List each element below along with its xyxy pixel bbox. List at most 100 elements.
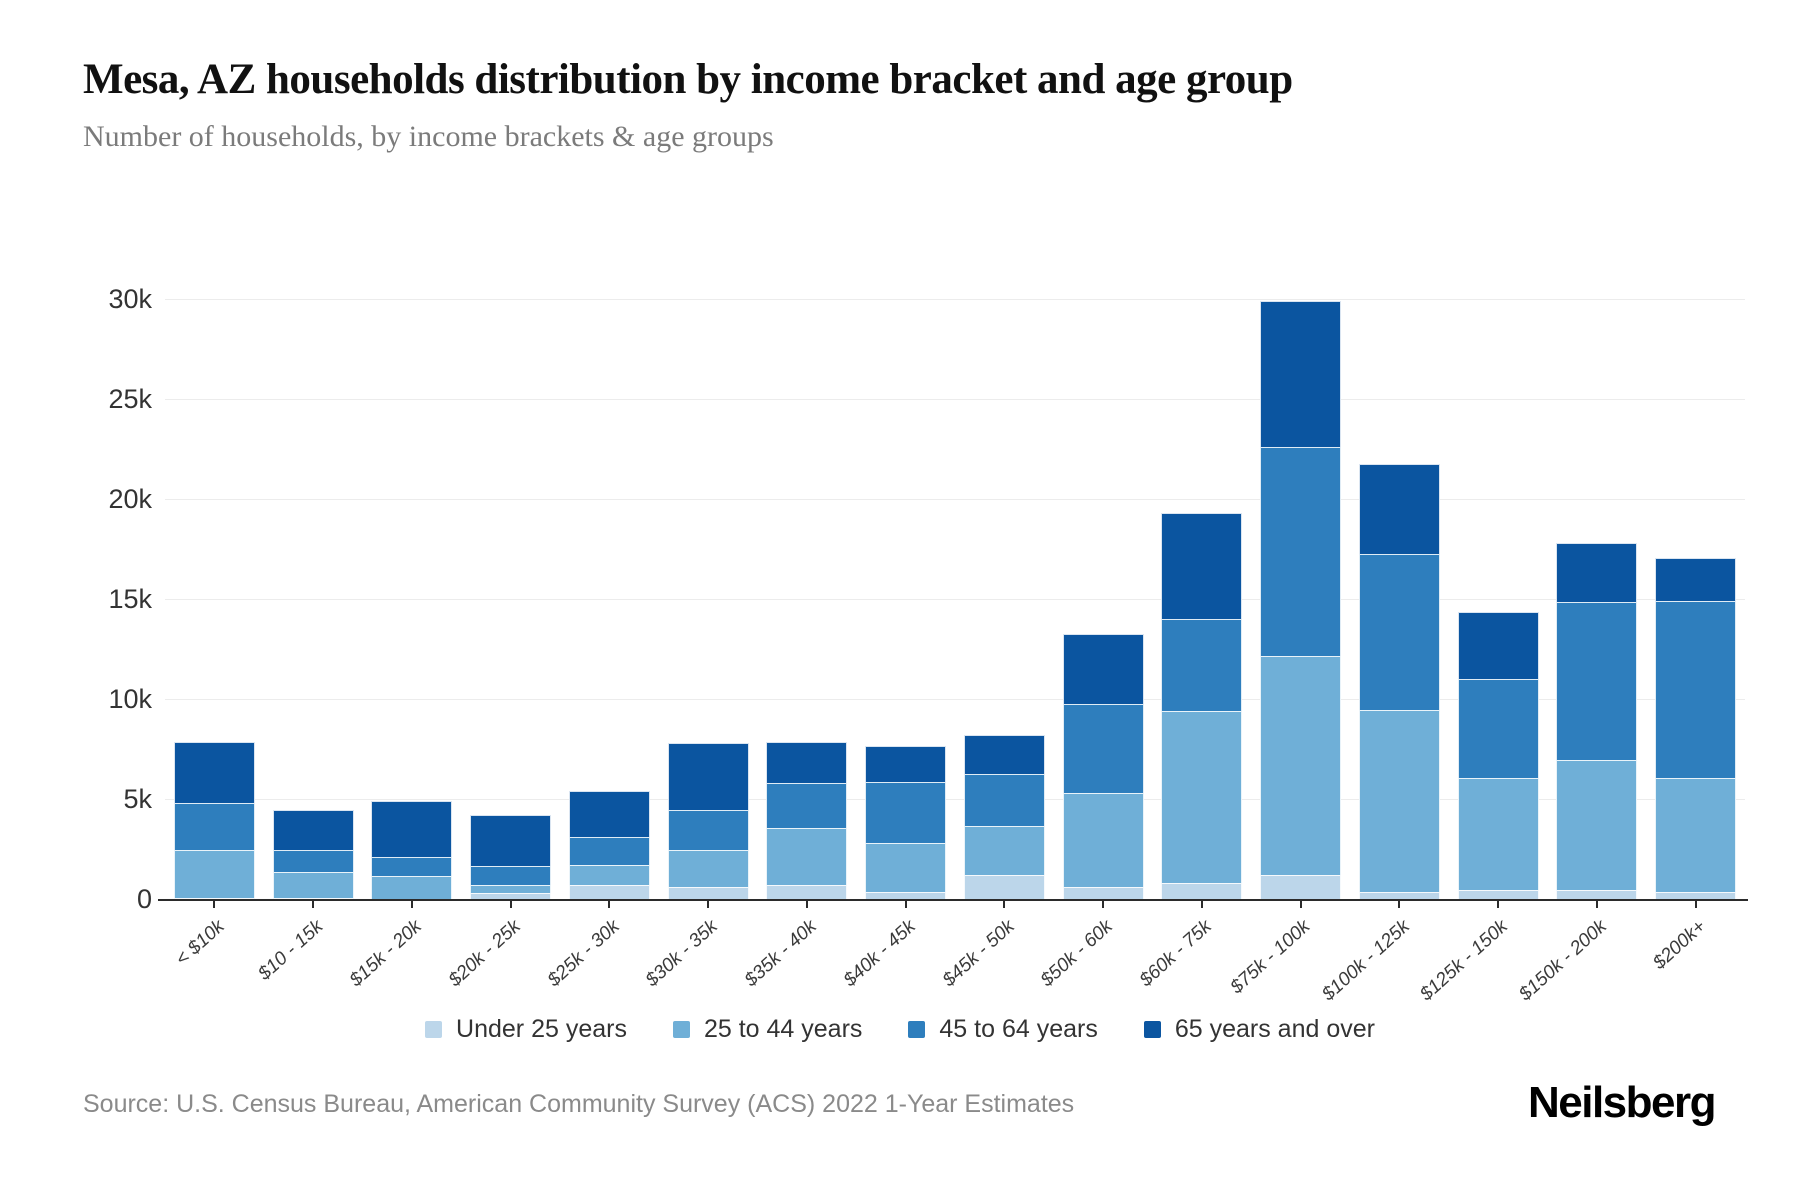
- bar: [865, 746, 947, 900]
- bar-segment-65-years-and-over[interactable]: [1062, 634, 1144, 704]
- bar-segment-65-years-and-over[interactable]: [865, 746, 947, 782]
- bar-segment-45-to-64-years[interactable]: [272, 850, 354, 872]
- neilsberg-logo: Neilsberg: [1527, 1078, 1717, 1127]
- bar-segment-65-years-and-over[interactable]: [1457, 612, 1539, 679]
- bar: [371, 801, 453, 900]
- bar-segment-65-years-and-over[interactable]: [272, 810, 354, 850]
- bar-segment-45-to-64-years[interactable]: [1161, 619, 1243, 711]
- bar-segment-under-25-years[interactable]: [1161, 883, 1243, 900]
- bar-segment-25-to-44-years[interactable]: [1457, 778, 1539, 890]
- bar-segment-45-to-64-years[interactable]: [568, 837, 650, 865]
- bar-segment-25-to-44-years[interactable]: [173, 850, 255, 898]
- bar-segment-25-to-44-years[interactable]: [1358, 710, 1440, 892]
- bar: [1655, 558, 1737, 900]
- bar-segment-25-to-44-years[interactable]: [1556, 760, 1638, 890]
- legend-item[interactable]: 45 to 64 years: [908, 1015, 1098, 1044]
- bar-segment-65-years-and-over[interactable]: [1358, 464, 1440, 554]
- bar-segment-under-25-years[interactable]: [568, 885, 650, 900]
- x-axis-label: < $10k: [171, 916, 229, 971]
- x-axis-tick: [410, 901, 413, 908]
- chart-subtitle: Number of households, by income brackets…: [83, 120, 774, 153]
- bar-segment-65-years-and-over[interactable]: [1556, 543, 1638, 602]
- x-axis-tick: [1102, 901, 1105, 908]
- bar-segment-45-to-64-years[interactable]: [1556, 602, 1638, 760]
- bar-segment-under-25-years[interactable]: [1062, 887, 1144, 900]
- bar-segment-under-25-years[interactable]: [766, 885, 848, 900]
- x-axis-label: $20k - 25k: [444, 916, 525, 991]
- bar-segment-45-to-64-years[interactable]: [1457, 679, 1539, 778]
- legend-swatch-icon: [425, 1021, 443, 1038]
- bar-segment-25-to-44-years[interactable]: [568, 865, 650, 885]
- bar-segment-65-years-and-over[interactable]: [371, 801, 453, 857]
- bar-segment-under-25-years[interactable]: [1358, 892, 1440, 900]
- bar-segment-under-25-years[interactable]: [667, 887, 749, 900]
- x-axis-tick: [805, 901, 808, 908]
- legend: Under 25 years 25 to 44 years 45 to 64 yea…: [0, 1015, 1800, 1044]
- bar-segment-65-years-and-over[interactable]: [568, 791, 650, 837]
- bar-segment-65-years-and-over[interactable]: [1161, 513, 1243, 619]
- bar-segment-45-to-64-years[interactable]: [470, 866, 552, 885]
- bar-segment-45-to-64-years[interactable]: [1062, 704, 1144, 793]
- bar-segment-25-to-44-years[interactable]: [1655, 778, 1737, 892]
- bar-segment-45-to-64-years[interactable]: [1260, 447, 1342, 656]
- x-axis-label: $60k - 75k: [1135, 916, 1216, 991]
- bar: [173, 742, 255, 900]
- bar-segment-45-to-64-years[interactable]: [667, 810, 749, 850]
- bar-segment-under-25-years[interactable]: [963, 875, 1045, 900]
- bar-segment-65-years-and-over[interactable]: [766, 742, 848, 783]
- x-axis-label: $150k - 200k: [1515, 916, 1611, 1006]
- bar-segment-25-to-44-years[interactable]: [1062, 793, 1144, 887]
- bar-segment-65-years-and-over[interactable]: [963, 735, 1045, 774]
- bar-segment-25-to-44-years[interactable]: [865, 843, 947, 892]
- bar-segment-45-to-64-years[interactable]: [963, 774, 1045, 826]
- legend-label: Under 25 years: [456, 1015, 627, 1043]
- plot-area: [165, 250, 1745, 900]
- bar-segment-under-25-years[interactable]: [1260, 875, 1342, 900]
- bar: [1260, 301, 1342, 900]
- bar-segment-65-years-and-over[interactable]: [173, 742, 255, 803]
- gridline: [165, 499, 1745, 500]
- gridline: [165, 799, 1745, 800]
- x-axis-tick: [1299, 901, 1302, 908]
- bar-segment-25-to-44-years[interactable]: [272, 872, 354, 898]
- bar-segment-under-25-years[interactable]: [1556, 890, 1638, 900]
- bar: [667, 743, 749, 900]
- bar-segment-under-25-years[interactable]: [470, 893, 552, 900]
- y-axis-tick-label: 0: [136, 884, 152, 914]
- bar-segment-45-to-64-years[interactable]: [865, 782, 947, 843]
- bar-segment-65-years-and-over[interactable]: [1260, 301, 1342, 447]
- bar-segment-45-to-64-years[interactable]: [766, 783, 848, 828]
- source-note: Source: U.S. Census Bureau, American Com…: [83, 1090, 1075, 1118]
- x-axis-label: $40k - 45k: [839, 916, 920, 991]
- x-axis-label: $10 - 15k: [254, 916, 328, 985]
- bar-segment-25-to-44-years[interactable]: [371, 876, 453, 899]
- legend-item[interactable]: Under 25 years: [425, 1015, 627, 1044]
- bar-segment-25-to-44-years[interactable]: [470, 885, 552, 893]
- bar-segment-65-years-and-over[interactable]: [667, 743, 749, 810]
- bar-segment-45-to-64-years[interactable]: [1358, 554, 1440, 710]
- bar-segment-under-25-years[interactable]: [1457, 890, 1539, 900]
- bar-segment-under-25-years[interactable]: [865, 892, 947, 900]
- bar-segment-25-to-44-years[interactable]: [766, 828, 848, 885]
- bar-segment-45-to-64-years[interactable]: [1655, 601, 1737, 778]
- bar-segment-25-to-44-years[interactable]: [667, 850, 749, 887]
- bar-segment-45-to-64-years[interactable]: [173, 803, 255, 850]
- y-axis-tick-label: 5k: [123, 784, 152, 814]
- bar: [1161, 513, 1243, 900]
- bar-segment-65-years-and-over[interactable]: [470, 815, 552, 866]
- bar-segment-25-to-44-years[interactable]: [1161, 711, 1243, 883]
- bar-segment-25-to-44-years[interactable]: [1260, 656, 1342, 875]
- bar-segment-65-years-and-over[interactable]: [1655, 558, 1737, 601]
- bar: [1457, 612, 1539, 900]
- bar-segment-45-to-64-years[interactable]: [371, 857, 453, 876]
- x-axis-label: $35k - 40k: [740, 916, 821, 991]
- bar-segment-25-to-44-years[interactable]: [963, 826, 1045, 875]
- x-axis-line: [158, 899, 1748, 901]
- legend-item[interactable]: 25 to 44 years: [672, 1015, 863, 1044]
- legend-item[interactable]: 65 years and over: [1143, 1015, 1375, 1044]
- legend-label: 25 to 44 years: [703, 1015, 863, 1043]
- x-axis-label: $125k - 150k: [1416, 916, 1513, 1006]
- bar: [1358, 464, 1440, 900]
- bar-segment-under-25-years[interactable]: [1655, 892, 1737, 900]
